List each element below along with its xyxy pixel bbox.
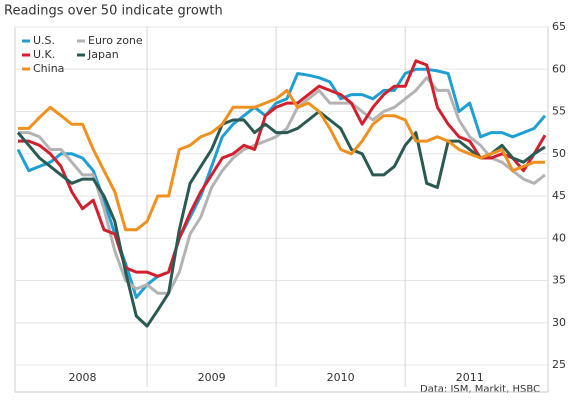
x-tick-label: 2011 bbox=[456, 371, 484, 384]
y-tick-label: 55 bbox=[552, 105, 566, 118]
legend-label: U.S. bbox=[33, 34, 55, 47]
y-tick-label: 50 bbox=[552, 147, 566, 160]
y-tick-label: 45 bbox=[552, 189, 566, 202]
x-tick-label: 2008 bbox=[69, 371, 97, 384]
x-tick-label: 2010 bbox=[327, 371, 355, 384]
legend-label: Japan bbox=[87, 48, 119, 61]
legend-label: U.K. bbox=[33, 48, 55, 61]
series-line bbox=[18, 88, 545, 232]
chart-title: Readings over 50 indicate growth bbox=[4, 4, 223, 19]
y-tick-label: 65 bbox=[552, 20, 566, 33]
plot-frame bbox=[14, 26, 549, 393]
legend-label: China bbox=[33, 62, 64, 75]
legend-label: Euro zone bbox=[88, 34, 143, 47]
series-line bbox=[18, 59, 547, 278]
series-line bbox=[16, 110, 546, 328]
series-line bbox=[16, 67, 547, 299]
source: Data: ISM, Markit, HSBC bbox=[420, 384, 540, 395]
y-tick-label: 30 bbox=[552, 316, 566, 329]
y-tick-label: 60 bbox=[552, 62, 566, 75]
x-tick-label: 2009 bbox=[198, 371, 226, 384]
y-tick-label: 35 bbox=[552, 274, 566, 287]
y-tick-label: 25 bbox=[552, 358, 566, 371]
y-tick-label: 40 bbox=[552, 231, 566, 244]
